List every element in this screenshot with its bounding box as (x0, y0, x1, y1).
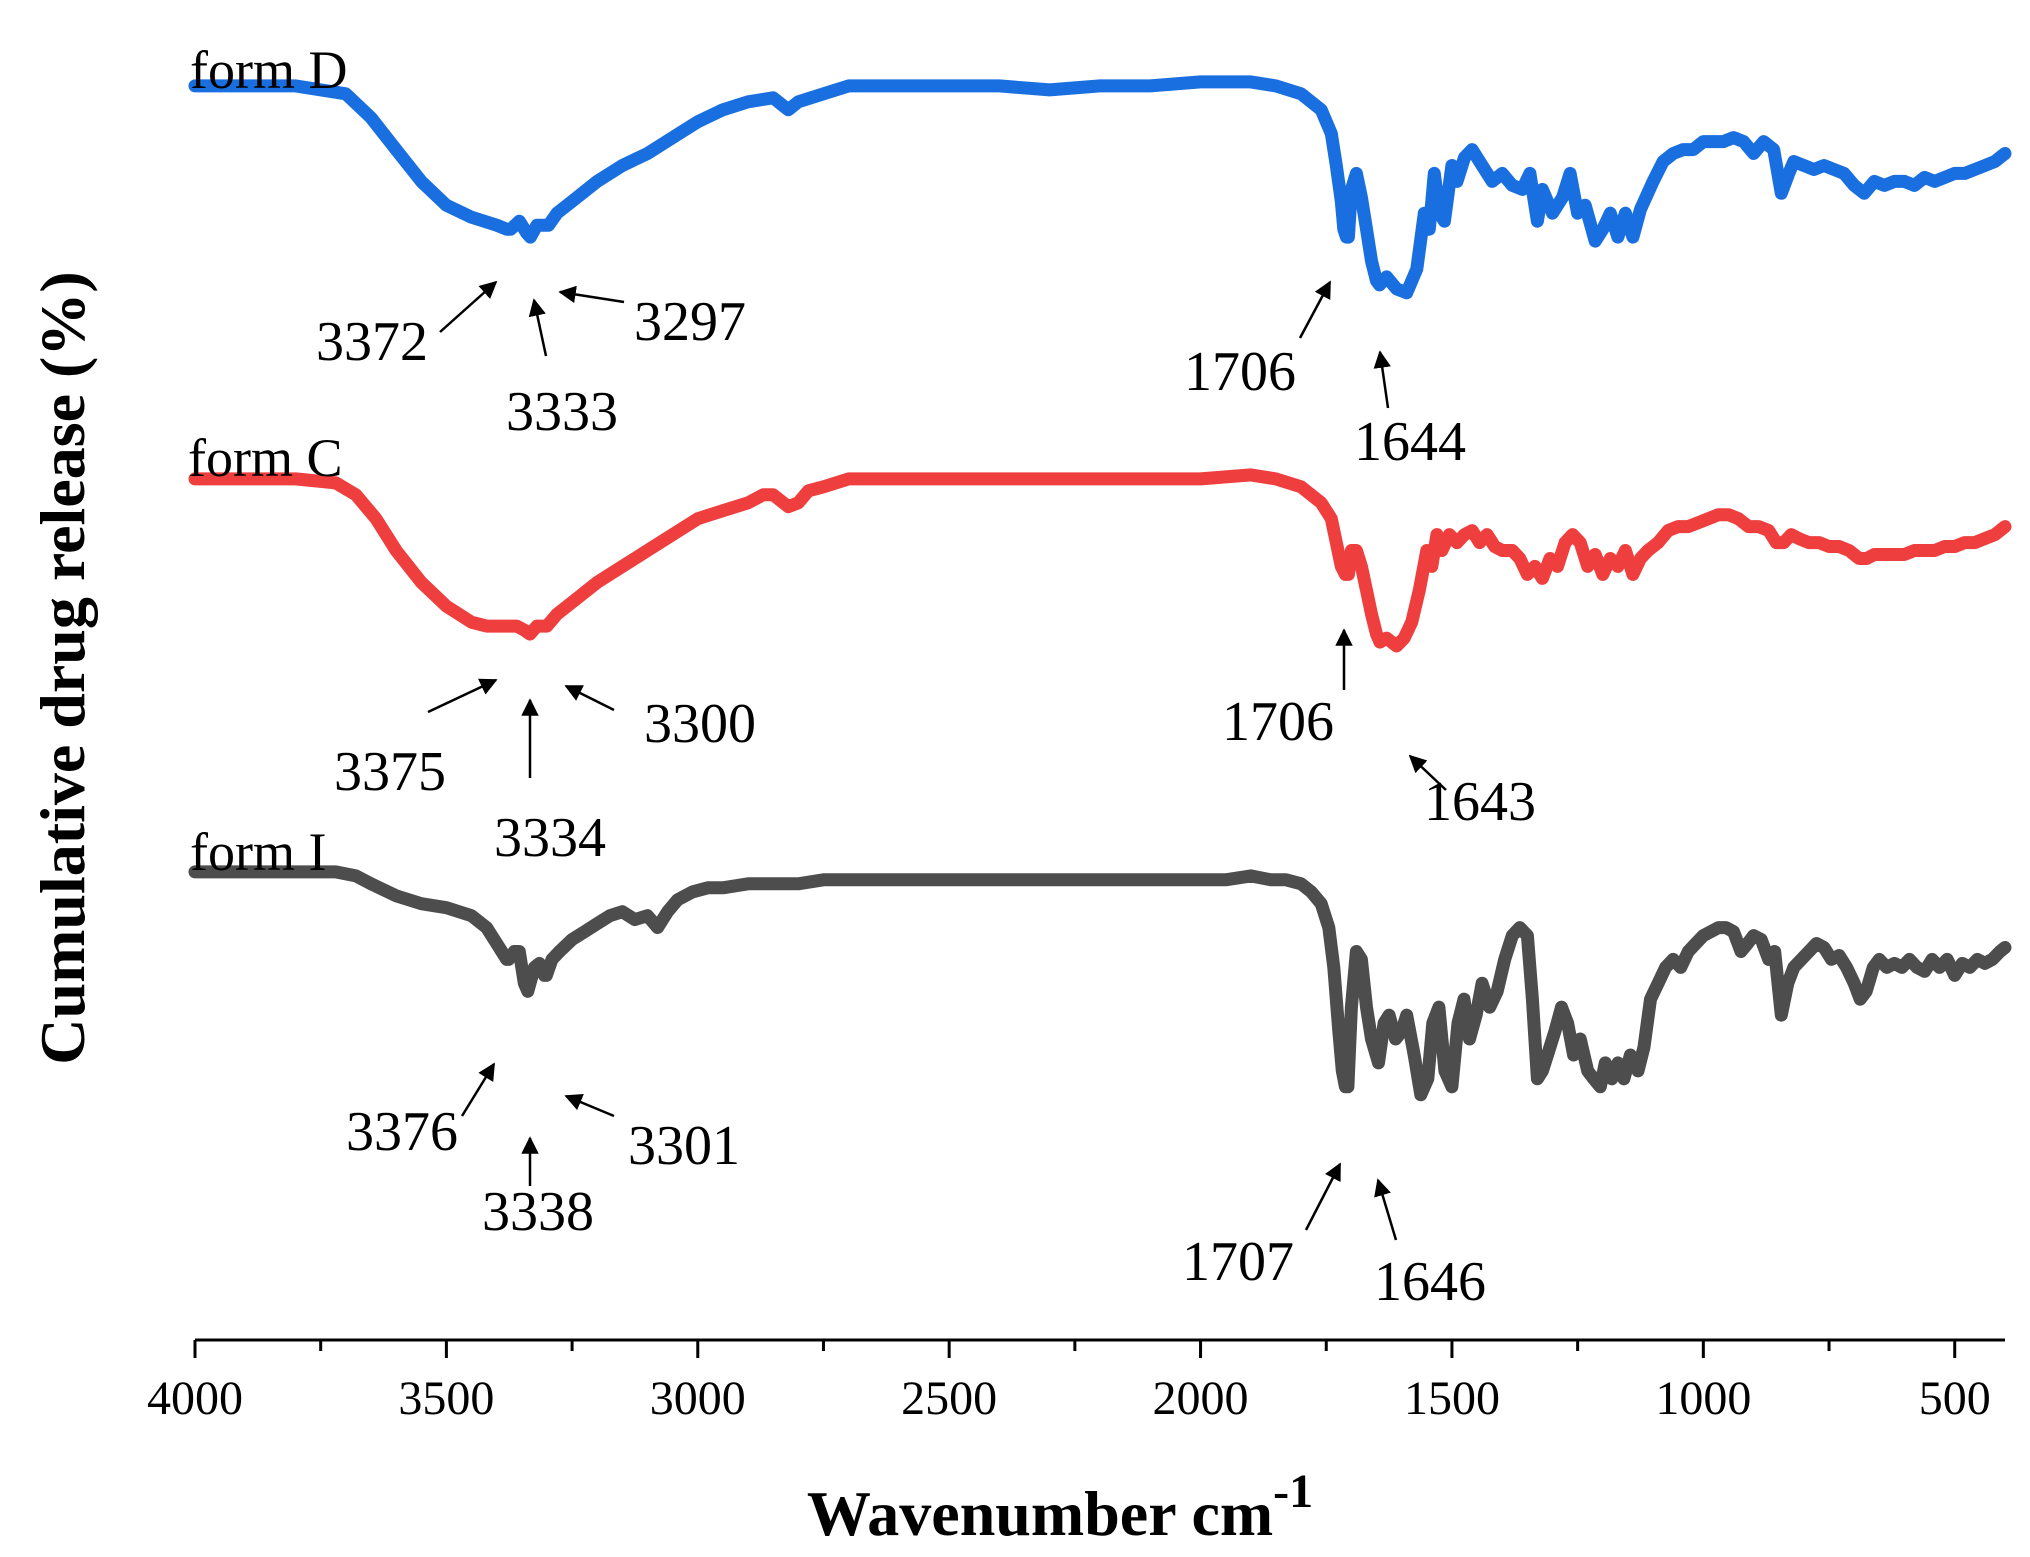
peak-arrow (427, 678, 498, 714)
peak-arrow (564, 1093, 615, 1118)
x-tick-label: 4000 (147, 1372, 243, 1425)
peak-label: 3333 (506, 381, 618, 443)
x-tick-label: 3500 (398, 1372, 494, 1425)
peak-label: 3338 (482, 1181, 594, 1243)
peak-label: 1706 (1184, 341, 1296, 403)
peak-arrow (439, 280, 498, 333)
peak-arrow (564, 684, 615, 712)
series-layer: form D form C form I (188, 40, 2012, 1102)
series-label-form-d: form D (190, 40, 347, 100)
y-axis-title: Cumulative drug release (%) (27, 271, 98, 1064)
series-label-form-i: form I (190, 822, 326, 882)
peak-label: 1646 (1374, 1251, 1486, 1313)
series-line-form-c (188, 468, 2012, 653)
peak-label: 3372 (316, 311, 428, 373)
x-tick-label: 2500 (901, 1372, 997, 1425)
peak-arrow (1373, 350, 1391, 409)
x-axis-title: Wavenumber cm-1 (807, 1465, 1313, 1549)
peak-arrow (460, 1062, 496, 1117)
peak-label: 1643 (1424, 771, 1536, 833)
peak-label: 3334 (494, 807, 606, 869)
peak-label: 3376 (346, 1101, 458, 1163)
peak-arrow (1304, 1162, 1342, 1231)
x-tick-label: 1500 (1404, 1372, 1500, 1425)
x-axis: 4000 3500 3000 2500 2000 1500 1000 500 (147, 1338, 2005, 1425)
x-tick-label: 1000 (1655, 1372, 1751, 1425)
peak-label: 3301 (628, 1115, 740, 1177)
peak-label: 3300 (644, 693, 756, 755)
x-axis-title-text: Wavenumber cm (807, 1478, 1273, 1549)
series-label-form-c: form C (188, 428, 343, 488)
peak-arrow (1298, 280, 1332, 339)
x-tick-layer: 4000 3500 3000 2500 2000 1500 1000 500 (147, 1340, 1991, 1425)
peak-label: 1644 (1354, 411, 1466, 473)
peak-label: 1707 (1182, 1231, 1294, 1293)
peak-arrow (558, 285, 625, 304)
x-tick-label: 3000 (650, 1372, 746, 1425)
peak-arrow (1408, 754, 1447, 791)
x-tick-label: 500 (1919, 1372, 1991, 1425)
series-line-form-d (188, 75, 2012, 300)
peak-arrow (528, 298, 548, 357)
peak-label: 3375 (334, 741, 446, 803)
series-line-form-i (188, 865, 2012, 1102)
peak-arrow (1374, 1178, 1398, 1241)
annotation-layer: 3372 3333 3297 1706 1644 3375 3334 3300 1706 1643… (316, 280, 1536, 1313)
peak-label: 1706 (1222, 691, 1334, 753)
x-axis-title-superscript: -1 (1273, 1465, 1313, 1518)
x-tick-label: 2000 (1153, 1372, 1249, 1425)
peak-label: 3297 (634, 291, 746, 353)
